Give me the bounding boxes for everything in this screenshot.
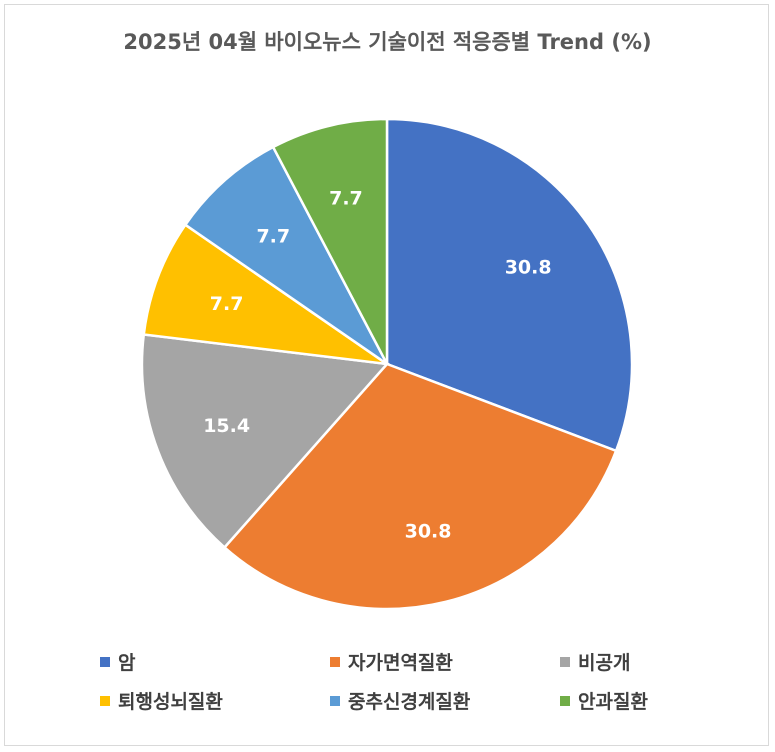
legend-item: 퇴행성뇌질환 (100, 687, 330, 714)
data-label: 7.7 (210, 293, 244, 315)
legend-label: 안과질환 (578, 687, 648, 714)
legend-item: 중추신경계질환 (330, 687, 560, 714)
legend-item: 비공개 (560, 648, 700, 675)
legend-item: 암 (100, 648, 330, 675)
legend-label: 퇴행성뇌질환 (118, 687, 223, 714)
legend-swatch (330, 657, 340, 667)
data-label: 30.8 (505, 257, 552, 279)
legend-label: 비공개 (578, 648, 630, 675)
legend-label: 자가면역질환 (348, 648, 453, 675)
legend-item: 자가면역질환 (330, 648, 560, 675)
legend-swatch (100, 657, 110, 667)
legend-item: 안과질환 (560, 687, 700, 714)
data-label: 7.7 (329, 187, 363, 209)
data-label: 30.8 (405, 521, 452, 543)
legend-swatch (560, 657, 570, 667)
data-label: 7.7 (256, 226, 290, 248)
legend: 암 자가면역질환 비공개 퇴행성뇌질환 중추신경계질환 안과질환 (100, 648, 700, 714)
legend-swatch (560, 696, 570, 706)
legend-swatch (330, 696, 340, 706)
legend-label: 암 (118, 648, 135, 675)
legend-label: 중추신경계질환 (348, 687, 470, 714)
legend-swatch (100, 696, 110, 706)
data-label: 15.4 (203, 415, 250, 437)
